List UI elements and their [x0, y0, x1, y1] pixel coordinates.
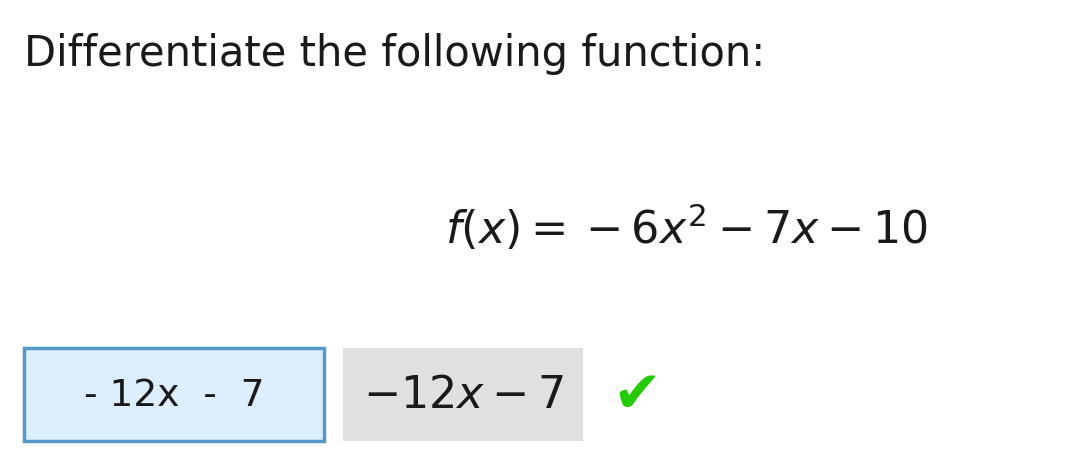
Text: ✔: ✔: [613, 367, 662, 424]
Text: $f(x) = -6x^2 - 7x - 10$: $f(x) = -6x^2 - 7x - 10$: [445, 202, 929, 253]
FancyBboxPatch shape: [24, 348, 324, 441]
Text: $-12x - 7$: $-12x - 7$: [363, 374, 564, 417]
Text: Differentiate the following function:: Differentiate the following function:: [24, 33, 765, 75]
FancyBboxPatch shape: [343, 348, 583, 441]
Text: - 12x  -  7: - 12x - 7: [84, 378, 264, 414]
